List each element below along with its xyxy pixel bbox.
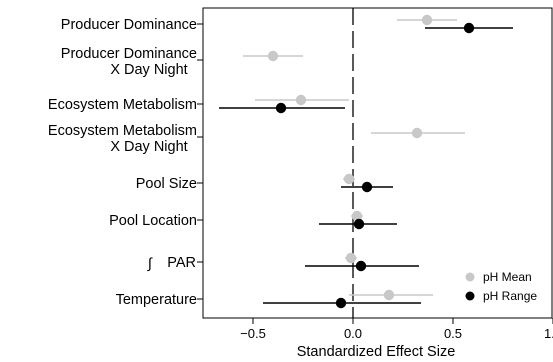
estimate-point	[345, 252, 357, 264]
plot-frame	[202, 7, 553, 319]
category-label: Pool Size	[136, 176, 203, 192]
estimate-point	[353, 218, 365, 230]
category-label: Temperature	[116, 292, 203, 308]
category-label-text: Producer Dominance	[61, 17, 197, 33]
legend-item: pH Mean	[465, 270, 532, 284]
estimate-point	[463, 22, 475, 34]
estimate-point	[295, 94, 307, 106]
estimate-point	[267, 50, 279, 62]
category-label-text: Producer Dominance	[61, 46, 197, 62]
category-label-text: Pool Size	[136, 176, 197, 192]
category-label: PAR ∫	[147, 255, 203, 272]
x-tick-label: 1.0	[544, 326, 553, 341]
legend-label: pH Mean	[483, 270, 532, 284]
plot-panel	[202, 7, 553, 319]
category-label-text: Ecosystem Metabolism	[48, 123, 197, 139]
category-label-text: Pool Location	[109, 213, 197, 229]
integral-symbol: ∫	[147, 256, 153, 272]
category-label-text: X Day Night	[110, 62, 187, 78]
estimate-point	[383, 289, 395, 301]
legend-marker	[465, 291, 475, 301]
category-label-text: Ecosystem Metabolism	[48, 97, 197, 113]
category-label-text: X Day Night	[110, 139, 187, 155]
estimate-point	[343, 173, 355, 185]
category-label: Producer Dominance	[61, 17, 203, 33]
category-label: Pool Location	[109, 213, 203, 229]
x-tick-label: −0.5	[240, 326, 266, 341]
estimate-point	[275, 102, 287, 114]
estimate-point	[361, 181, 373, 193]
x-tick-label: 0.5	[444, 326, 462, 341]
estimate-point	[421, 14, 433, 26]
estimate-point	[351, 210, 363, 222]
estimate-point	[335, 297, 347, 309]
x-axis-title: Standardized Effect Size	[297, 344, 456, 360]
series-layer	[219, 14, 513, 309]
x-axis: −0.5 0.0 0.5 1.0	[240, 318, 553, 341]
series-ph-range	[219, 22, 513, 309]
estimate-point	[355, 260, 367, 272]
x-tick-label: 0.0	[344, 326, 362, 341]
category-label-text: PAR	[167, 255, 196, 271]
legend-item: pH Range	[465, 289, 537, 303]
category-label-text: Temperature	[116, 292, 197, 308]
legend-label: pH Range	[483, 289, 537, 303]
series-ph-mean	[243, 14, 465, 301]
estimate-point	[411, 127, 423, 139]
legend: pH Mean pH Range	[465, 270, 537, 303]
category-label: Ecosystem Metabolism	[48, 97, 203, 113]
legend-marker	[465, 272, 475, 282]
